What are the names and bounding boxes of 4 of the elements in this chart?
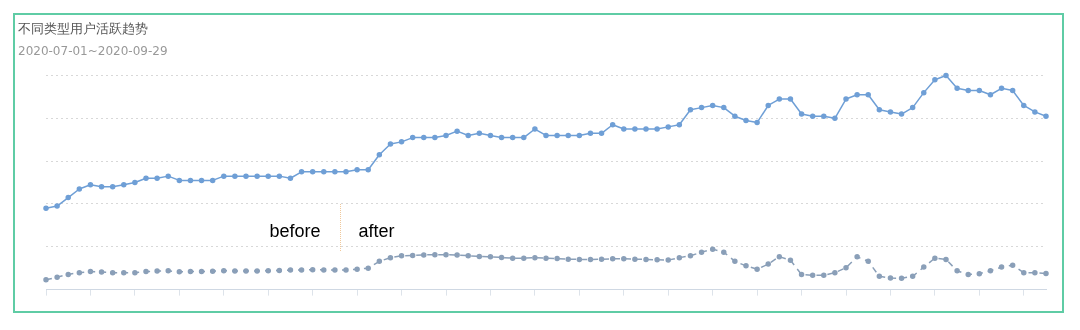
chart-title: 不同类型用户活跃趋势 xyxy=(18,20,148,38)
annotation: before xyxy=(269,221,321,243)
chart-subtitle: 2020-07-01~2020-09-29 xyxy=(18,44,168,58)
annotation: after xyxy=(358,221,395,243)
